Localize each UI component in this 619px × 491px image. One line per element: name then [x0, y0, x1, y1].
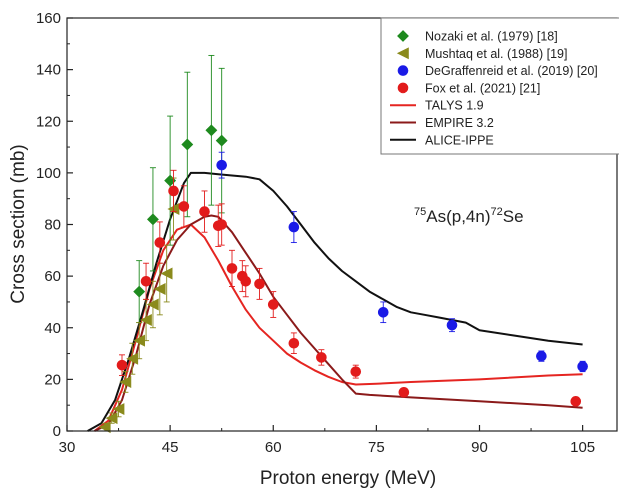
legend-item: Nozaki et al. (1979) [18] — [397, 30, 558, 44]
ticks: 30 45 60 75 90 105 0 20 40 60 80 100 120 140 160 — [36, 10, 595, 456]
legend-item: Mushtaq et al. (1988) [19] — [396, 47, 567, 61]
legend-label: Nozaki et al. (1979) [18] — [425, 30, 558, 44]
legend-item: DeGraffenreid et al. (2019) [20] — [397, 64, 598, 78]
reaction-target: As(p,4n) — [426, 207, 490, 226]
legend-label: Fox et al. (2021) [21] — [425, 81, 540, 95]
data-point-mushtaq-et-al — [160, 267, 173, 280]
data-point-mushtaq-et-al — [119, 375, 132, 388]
series-degraffenreid-et-al — [216, 151, 588, 373]
legend: Nozaki et al. (1979) [18] Mushtaq et al. … — [380, 17, 619, 155]
x-tick-label: 105 — [570, 439, 595, 456]
data-point-mushtaq-et-al — [112, 403, 125, 416]
series-nozaki-et-al — [133, 54, 228, 324]
y-tick-label: 20 — [44, 371, 61, 388]
legend-box — [380, 17, 619, 155]
data-point-degraffenreid-et-al — [377, 306, 389, 318]
data-point-fox-et-al — [288, 337, 300, 349]
data-point-fox-et-al — [316, 352, 327, 363]
data-point-fox-et-al — [267, 299, 279, 310]
y-tick-label: 120 — [36, 113, 61, 130]
data-point-degraffenreid-et-al — [216, 159, 227, 171]
legend-marker — [397, 65, 409, 76]
legend-item: EMPIRE 3.2 — [390, 116, 494, 130]
x-tick-label: 30 — [59, 439, 76, 456]
data-point-nozaki-et-al — [215, 134, 228, 147]
data-point-mushtaq-et-al — [139, 314, 152, 326]
y-tick-label: 140 — [36, 62, 61, 79]
legend-label: ALICE-IPPE — [425, 133, 494, 147]
x-axis-label: Proton energy (MeV) — [260, 468, 436, 489]
reaction-target-mass: 75 — [414, 206, 426, 218]
data-point-degraffenreid-et-al — [577, 361, 588, 372]
legend-label: EMPIRE 3.2 — [425, 116, 494, 130]
y-tick-label: 80 — [44, 217, 61, 234]
legend-marker — [397, 82, 409, 94]
data-point-degraffenreid-et-al — [288, 221, 300, 233]
legend-marker — [397, 30, 409, 42]
data-point-fox-et-al — [154, 237, 166, 248]
y-tick-label: 0 — [53, 423, 61, 440]
series-line-empire-3-2 — [94, 214, 583, 432]
legend-label: Mushtaq et al. (1988) [19] — [425, 47, 567, 61]
series-line-alice-ippe — [87, 171, 583, 432]
data-point-fox-et-al — [350, 366, 362, 377]
data-point-nozaki-et-al — [133, 285, 146, 298]
x-tick-label: 75 — [368, 439, 385, 456]
reaction-product: Se — [503, 207, 524, 226]
data-point-fox-et-al — [570, 396, 582, 407]
data-point-mushtaq-et-al — [98, 421, 111, 434]
data-point-nozaki-et-al — [205, 124, 218, 137]
x-tick-label: 45 — [162, 439, 179, 456]
data-point-fox-et-al — [168, 185, 179, 197]
data-point-nozaki-et-al — [147, 213, 159, 226]
data-point-fox-et-al — [216, 219, 227, 230]
legend-marker — [396, 47, 409, 60]
legend-item: ALICE-IPPE — [390, 133, 494, 147]
legend-label: DeGraffenreid et al. (2019) [20] — [425, 64, 598, 78]
legend-item: Fox et al. (2021) [21] — [397, 81, 540, 95]
y-tick-label: 100 — [36, 165, 61, 182]
data-point-fox-et-al — [254, 278, 265, 290]
data-point-fox-et-al — [398, 386, 410, 398]
reaction-annotation: 75As(p,4n)72Se — [414, 206, 524, 226]
legend-item: TALYS 1.9 — [390, 99, 484, 113]
data-point-fox-et-al — [178, 201, 190, 212]
data-point-fox-et-al — [226, 263, 238, 274]
data-point-mushtaq-et-al — [153, 283, 166, 296]
data-point-degraffenreid-et-al — [446, 319, 458, 331]
data-point-fox-et-al — [199, 206, 210, 217]
y-tick-label: 40 — [44, 320, 61, 337]
legend-items: Nozaki et al. (1979) [18] Mushtaq et al. … — [390, 30, 598, 147]
data-point-fox-et-al — [240, 275, 252, 287]
plot-points — [98, 54, 588, 434]
series-fox-et-al — [116, 169, 582, 407]
x-tick-label: 90 — [471, 439, 488, 456]
y-tick-label: 60 — [44, 268, 61, 285]
data-point-degraffenreid-et-al — [536, 350, 547, 362]
plot-lines — [87, 171, 583, 432]
data-point-mushtaq-et-al — [146, 298, 159, 311]
data-point-mushtaq-et-al — [105, 412, 118, 425]
y-axis-label: Cross section (mb) — [8, 144, 29, 303]
data-point-fox-et-al — [140, 275, 152, 287]
data-point-nozaki-et-al — [181, 138, 194, 151]
reaction-product-mass: 72 — [491, 206, 503, 218]
x-tick-label: 60 — [265, 439, 282, 456]
legend-label: TALYS 1.9 — [425, 99, 484, 113]
y-tick-label: 160 — [36, 10, 61, 27]
data-point-fox-et-al — [116, 359, 128, 371]
